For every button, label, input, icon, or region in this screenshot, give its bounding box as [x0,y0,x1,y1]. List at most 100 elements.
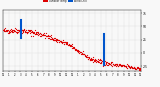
Point [13,31,15,32]
Point [50,38,53,39]
Point [134,67,136,68]
Point [65,42,67,43]
Point [131,67,133,68]
Point [24,30,27,31]
Point [35,31,37,32]
Point [2,30,5,31]
Point [70,46,72,47]
Point [114,65,116,66]
Point [36,32,39,33]
Point [119,63,121,65]
Point [138,69,140,70]
Point [79,51,81,52]
Point [13,30,16,32]
Point [10,28,12,29]
Point [96,61,99,62]
Point [129,67,132,69]
Point [16,32,19,34]
Point [124,66,127,67]
Point [118,65,121,66]
Point [5,30,8,32]
Point [59,40,61,41]
Point [42,32,45,34]
Point [39,33,42,34]
Point [121,64,123,65]
Point [109,63,112,64]
Point [49,38,52,40]
Point [30,36,33,37]
Point [4,28,7,29]
Point [108,64,110,65]
Point [139,69,142,70]
Point [72,46,74,48]
Point [107,62,110,64]
Point [19,31,22,32]
Point [23,29,25,30]
Point [8,29,11,31]
Point [115,63,118,65]
Point [16,30,18,31]
Point [21,33,23,34]
Point [104,61,106,62]
Point [40,34,43,35]
Point [80,51,82,53]
Point [82,53,85,55]
Point [88,57,91,58]
Point [97,58,99,60]
Point [105,64,108,66]
Point [116,64,119,65]
Point [78,52,80,53]
Point [75,49,78,50]
Point [41,34,44,35]
Point [54,37,56,38]
Point [54,39,57,41]
Point [15,31,18,33]
Point [83,53,85,55]
Point [9,31,11,32]
Point [26,33,29,34]
Point [15,29,17,30]
Point [55,40,58,42]
Point [32,32,35,34]
Point [49,36,52,38]
Point [44,37,47,38]
Point [97,60,100,61]
Point [95,61,98,62]
Point [46,35,48,37]
Point [25,31,27,33]
Point [31,30,33,32]
Point [97,62,100,63]
Point [60,42,63,43]
Point [8,31,10,32]
Point [111,64,114,65]
Point [30,29,32,30]
Point [45,35,47,36]
Point [100,62,103,63]
Point [125,67,128,68]
Point [135,68,137,70]
Point [62,43,65,44]
Point [133,67,135,68]
Point [19,32,21,33]
Point [65,42,68,44]
Point [66,44,69,45]
Point [137,68,139,69]
Point [137,68,140,69]
Point [114,64,117,65]
Point [29,31,31,32]
Point [122,64,124,65]
Point [34,33,36,34]
Point [40,34,42,35]
Point [64,43,67,45]
Point [36,33,38,35]
Point [73,47,76,49]
Point [57,39,60,41]
Point [10,30,13,31]
Point [100,60,102,61]
Point [20,30,22,32]
Point [127,65,130,67]
Point [38,35,41,37]
Point [106,62,108,63]
Point [33,30,36,31]
Point [107,63,110,64]
